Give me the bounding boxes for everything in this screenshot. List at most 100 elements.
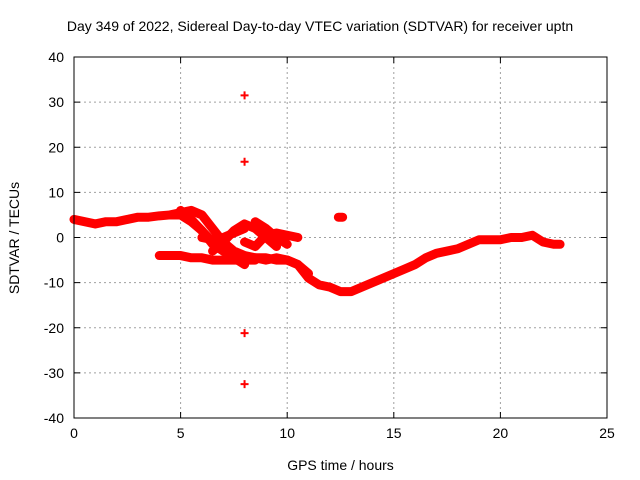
data-point [272, 256, 281, 265]
data-point [389, 269, 398, 278]
data-point [240, 157, 249, 166]
data-point [197, 253, 206, 262]
data-point [155, 211, 164, 220]
series-outliers [240, 91, 249, 389]
series-branch-g [250, 217, 292, 249]
data-point [338, 213, 347, 222]
y-axis-label: SDTVAR / TECUs [6, 181, 22, 295]
x-axis-label: GPS time / hours [287, 457, 394, 473]
data-point [517, 233, 526, 242]
data-point [176, 206, 185, 215]
data-point [133, 213, 142, 222]
data-point [240, 219, 249, 228]
data-point [507, 233, 516, 242]
data-point [208, 256, 217, 265]
data-point [421, 253, 430, 262]
data-point [464, 240, 473, 249]
series-band [69, 205, 565, 297]
data-point [101, 217, 110, 226]
data-point [187, 215, 196, 224]
data-point [187, 253, 196, 262]
data-point [251, 217, 260, 226]
data-point [379, 274, 388, 283]
tick-labels: 0 5 10 15 20 25 -40 -30 -20 -10 0 10 20 30 40 [44, 49, 615, 441]
data-point [496, 235, 505, 244]
data-point [155, 251, 164, 260]
data-point [251, 256, 260, 265]
data-point [208, 224, 217, 233]
x-tick-label: 10 [279, 425, 295, 441]
data-point [240, 329, 249, 338]
data-point [165, 210, 174, 219]
data-point [315, 280, 324, 289]
data-point [475, 235, 484, 244]
data-point [197, 210, 206, 219]
y-tick-label: -10 [44, 275, 64, 291]
data-point [187, 206, 196, 215]
data-layer [69, 91, 565, 389]
y-tick-label: -20 [44, 320, 64, 336]
data-point [400, 265, 409, 274]
data-point [411, 260, 420, 269]
chart-title: Day 349 of 2022, Sidereal Day-to-day VTE… [66, 18, 574, 34]
data-point [261, 253, 270, 262]
data-point [485, 235, 494, 244]
data-point [357, 283, 366, 292]
data-point [272, 242, 281, 251]
data-point [336, 287, 345, 296]
y-tick-label: -30 [44, 365, 64, 381]
x-tick-label: 25 [599, 425, 615, 441]
data-point [443, 247, 452, 256]
series-band [250, 217, 292, 249]
series-segment-12-4 [333, 212, 348, 222]
data-point [283, 256, 292, 265]
data-point [432, 249, 441, 258]
data-point [251, 242, 260, 251]
data-point [229, 226, 238, 235]
data-point [240, 238, 249, 247]
data-point [272, 233, 281, 242]
data-point [240, 91, 249, 100]
y-tick-label: 20 [48, 139, 64, 155]
data-point [453, 244, 462, 253]
data-point [347, 287, 356, 296]
data-point [304, 269, 313, 278]
data-point [80, 217, 89, 226]
data-point [556, 240, 565, 249]
data-point [261, 224, 270, 233]
data-point [208, 247, 217, 256]
x-tick-label: 5 [177, 425, 185, 441]
data-point [293, 233, 302, 242]
data-point [176, 251, 185, 260]
data-point [368, 278, 377, 287]
y-tick-label: 30 [48, 94, 64, 110]
data-point [219, 256, 228, 265]
data-point [208, 235, 217, 244]
data-point [219, 238, 228, 247]
ticks [73, 56, 608, 419]
data-point [325, 283, 334, 292]
data-point [91, 219, 100, 228]
x-tick-label: 15 [386, 425, 402, 441]
data-point [240, 380, 249, 389]
data-point [123, 215, 132, 224]
data-point [197, 233, 206, 242]
data-point [240, 256, 249, 265]
data-point [539, 238, 548, 247]
y-tick-label: 0 [56, 230, 64, 246]
data-point [293, 260, 302, 269]
x-tick-label: 20 [493, 425, 509, 441]
y-tick-label: -40 [44, 410, 64, 426]
x-tick-label: 0 [70, 425, 78, 441]
y-tick-label: 40 [48, 49, 64, 65]
data-point [283, 240, 292, 249]
data-point [219, 247, 228, 256]
data-point [528, 231, 537, 240]
data-point [165, 251, 174, 260]
data-point [283, 231, 292, 240]
data-point [112, 217, 121, 226]
data-point [229, 251, 238, 260]
y-tick-label: 10 [48, 184, 64, 200]
